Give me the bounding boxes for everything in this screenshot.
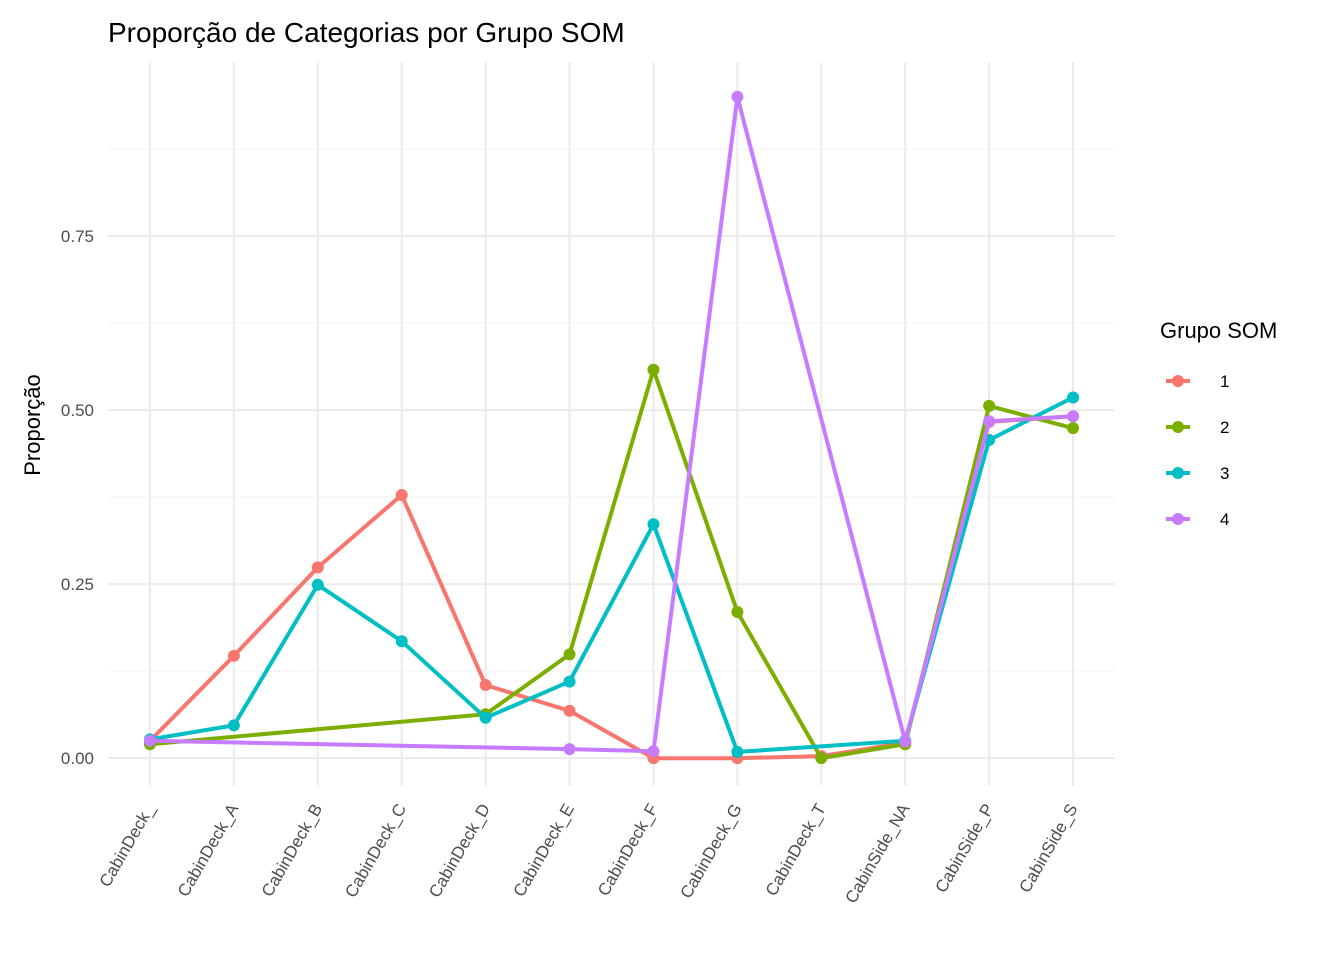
- x-axis-ticks: CabinDeck_ CabinDeck_A CabinDeck_B CabinDec…: [96, 800, 1082, 907]
- y-axis-ticks: 0.00 0.25 0.50 0.75: [61, 227, 94, 768]
- legend-key-point: [1172, 467, 1184, 479]
- legend-key-point: [1172, 375, 1184, 387]
- legend-item-4: 4: [1166, 510, 1229, 529]
- legend-item-1: 1: [1166, 372, 1229, 391]
- legend-label: 4: [1220, 510, 1229, 529]
- legend-item-3: 3: [1166, 464, 1229, 483]
- y-axis-title: Proporção: [20, 374, 45, 476]
- series-2: [143, 363, 1080, 765]
- data-point: [1067, 410, 1080, 423]
- y-tick-label: 0.00: [61, 749, 94, 768]
- x-tick-label: CabinDeck_D: [425, 801, 494, 901]
- data-point: [563, 648, 576, 661]
- legend-label: 1: [1220, 372, 1229, 391]
- data-point: [311, 578, 324, 591]
- data-point: [815, 752, 828, 765]
- data-point: [647, 363, 660, 376]
- x-tick-label: CabinSide_NA: [841, 800, 914, 907]
- series-3: [143, 391, 1080, 758]
- x-tick-label: CabinDeck_A: [174, 800, 243, 900]
- series-line: [149, 367, 1074, 761]
- data-point: [227, 719, 240, 732]
- series-4: [143, 90, 1080, 758]
- legend-label: 2: [1220, 418, 1229, 437]
- legend-title: Grupo SOM: [1160, 318, 1277, 343]
- series-lines: [143, 90, 1080, 765]
- data-point: [1067, 391, 1080, 404]
- data-point: [731, 745, 744, 758]
- data-point: [563, 743, 576, 756]
- data-point: [1067, 422, 1080, 435]
- data-point: [899, 735, 912, 748]
- legend-items: 1 2 3 4: [1166, 372, 1229, 529]
- data-point: [563, 704, 576, 717]
- x-tick-label: CabinDeck_T: [762, 801, 830, 900]
- data-point: [731, 90, 744, 103]
- data-point: [647, 745, 660, 758]
- legend-key-point: [1172, 421, 1184, 433]
- chart-title: Proporção de Categorias por Grupo SOM: [108, 17, 625, 48]
- x-tick-label: CabinDeck_G: [676, 801, 745, 902]
- data-point: [563, 675, 576, 688]
- legend-label: 3: [1220, 464, 1229, 483]
- series-line: [148, 414, 1074, 761]
- data-point: [143, 734, 156, 747]
- y-tick-label: 0.50: [61, 401, 94, 420]
- data-point: [479, 711, 492, 724]
- y-tick-label: 0.25: [61, 575, 94, 594]
- data-point: [647, 518, 660, 531]
- data-point: [227, 649, 240, 662]
- data-point: [479, 679, 492, 692]
- x-tick-label: CabinDeck_E: [510, 801, 578, 901]
- x-tick-label: CabinDeck_B: [258, 801, 326, 901]
- data-point: [731, 605, 744, 618]
- data-point: [395, 635, 408, 648]
- series-line: [149, 395, 1074, 754]
- legend-item-2: 2: [1166, 418, 1229, 437]
- series-line: [149, 94, 1074, 754]
- data-point: [311, 561, 324, 574]
- x-tick-label: CabinSide_S: [1015, 801, 1081, 896]
- x-tick-label: CabinDeck_: [96, 800, 159, 890]
- data-point: [983, 399, 996, 412]
- x-tick-label: CabinDeck_C: [341, 801, 410, 901]
- data-point: [395, 489, 408, 502]
- x-tick-label: CabinSide_P: [932, 801, 998, 896]
- y-tick-label: 0.75: [61, 227, 94, 246]
- legend: Grupo SOM 1 2 3 4: [1160, 318, 1277, 529]
- x-tick-label: CabinDeck_F: [594, 801, 662, 900]
- series-1: [143, 410, 1080, 765]
- data-point: [983, 415, 996, 428]
- legend-key-point: [1172, 513, 1184, 525]
- grid: [108, 62, 1115, 786]
